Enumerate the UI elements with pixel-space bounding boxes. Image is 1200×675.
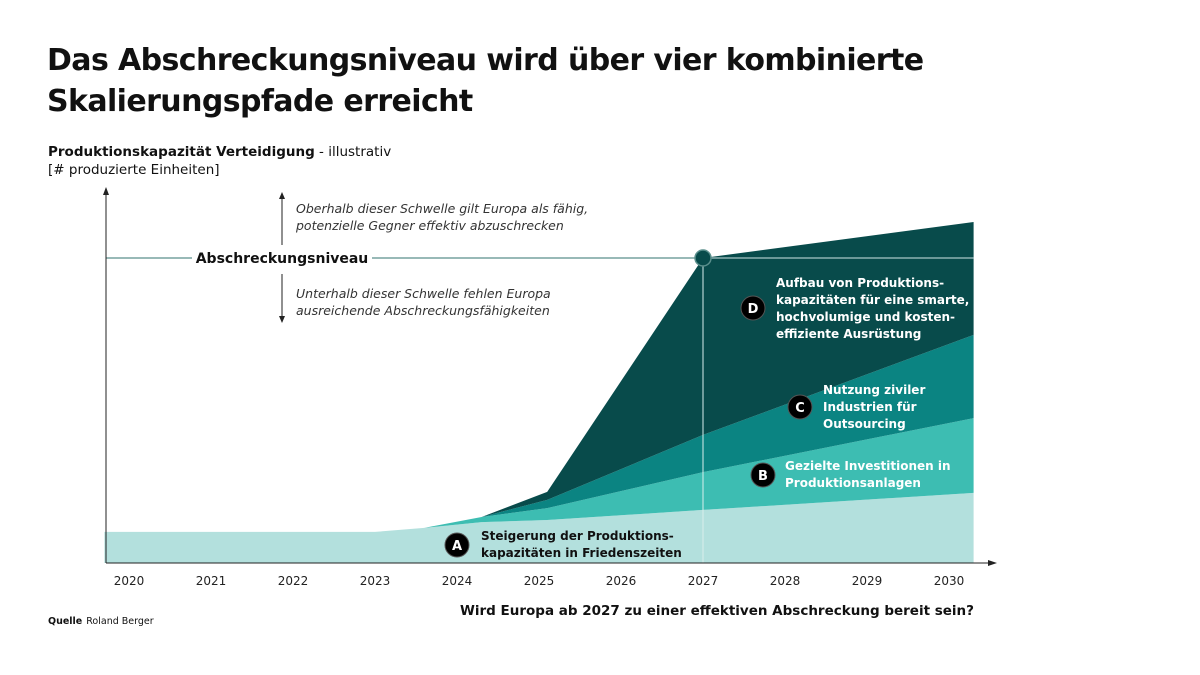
series-badge-C (787, 394, 813, 420)
series-badge-A (444, 532, 470, 558)
series-badge-B (750, 462, 776, 488)
series-label-C: Industrien für (823, 400, 917, 414)
page-title: Das Abschreckungsniveau wird über vier k… (47, 43, 924, 119)
threshold-marker-dot (694, 249, 712, 267)
annotation-below-line1: Unterhalb dieser Schwelle fehlen Europa (296, 286, 551, 301)
chart-subtitle: Produktionskapazität Verteidigung - illu… (48, 143, 391, 179)
series-badge-letter: B (758, 469, 768, 484)
y-axis-title: Produktionskapazität Verteidigung (48, 144, 315, 160)
source-value: Roland Berger (86, 616, 154, 627)
series-badge-D (740, 295, 766, 321)
series-label-D: kapazitäten für eine smarte, (776, 293, 969, 307)
series-badge-letter: A (452, 539, 462, 554)
series-label-D: hochvolumige und kosten- (776, 310, 955, 324)
series-label-C: Nutzung ziviler (823, 383, 925, 397)
x-tick-label: 2024 (442, 574, 473, 588)
arrow-up-icon (279, 192, 285, 199)
x-tick-label: 2026 (606, 574, 637, 588)
series-badge-letter: C (795, 401, 805, 416)
x-tick-label: 2028 (770, 574, 801, 588)
y-axis-unit: [# produzierte Einheiten] (48, 162, 220, 178)
series-label-D: effiziente Ausrüstung (776, 327, 921, 341)
y-axis-qualifier: - illustrativ (314, 144, 392, 160)
x-tick-label: 2022 (278, 574, 309, 588)
source-note: Quelle Roland Berger (48, 616, 154, 627)
chart-question: Wird Europa ab 2027 zu einer effektiven … (460, 603, 974, 619)
x-tick-label: 2020 (114, 574, 145, 588)
y-axis-arrow-icon (103, 187, 109, 195)
x-tick-label: 2023 (360, 574, 391, 588)
series-label-D: Aufbau von Produktions- (776, 276, 944, 290)
x-tick-label: 2025 (524, 574, 555, 588)
threshold-label: Abschreckungsniveau (196, 251, 369, 267)
annotation-below-line2: ausreichende Abschreckungsfähigkeiten (296, 303, 550, 318)
series-label-B: Produktionsanlagen (785, 476, 921, 490)
x-tick-label: 2027 (688, 574, 719, 588)
area-C (104, 334, 974, 532)
series-label-C: Outsourcing (823, 417, 906, 431)
source-label: Quelle (48, 616, 83, 627)
series-label-B: Gezielte Investitionen in (785, 459, 951, 473)
x-axis-arrow-icon (988, 560, 997, 566)
annotation-above-line2: potenzielle Gegner effektiv abzuschrecke… (295, 218, 564, 233)
series-label-A: Steigerung der Produktions- (481, 529, 674, 543)
x-tick-label: 2021 (196, 574, 227, 588)
series-badge-letter: D (748, 302, 759, 317)
arrow-down-icon (279, 316, 285, 323)
x-tick-label: 2030 (934, 574, 965, 588)
area-B (104, 418, 974, 532)
area-A (104, 492, 974, 563)
annotation-above-line1: Oberhalb dieser Schwelle gilt Europa als… (296, 201, 588, 216)
series-label-A: kapazitäten in Friedenszeiten (481, 546, 682, 560)
x-tick-label: 2029 (852, 574, 883, 588)
